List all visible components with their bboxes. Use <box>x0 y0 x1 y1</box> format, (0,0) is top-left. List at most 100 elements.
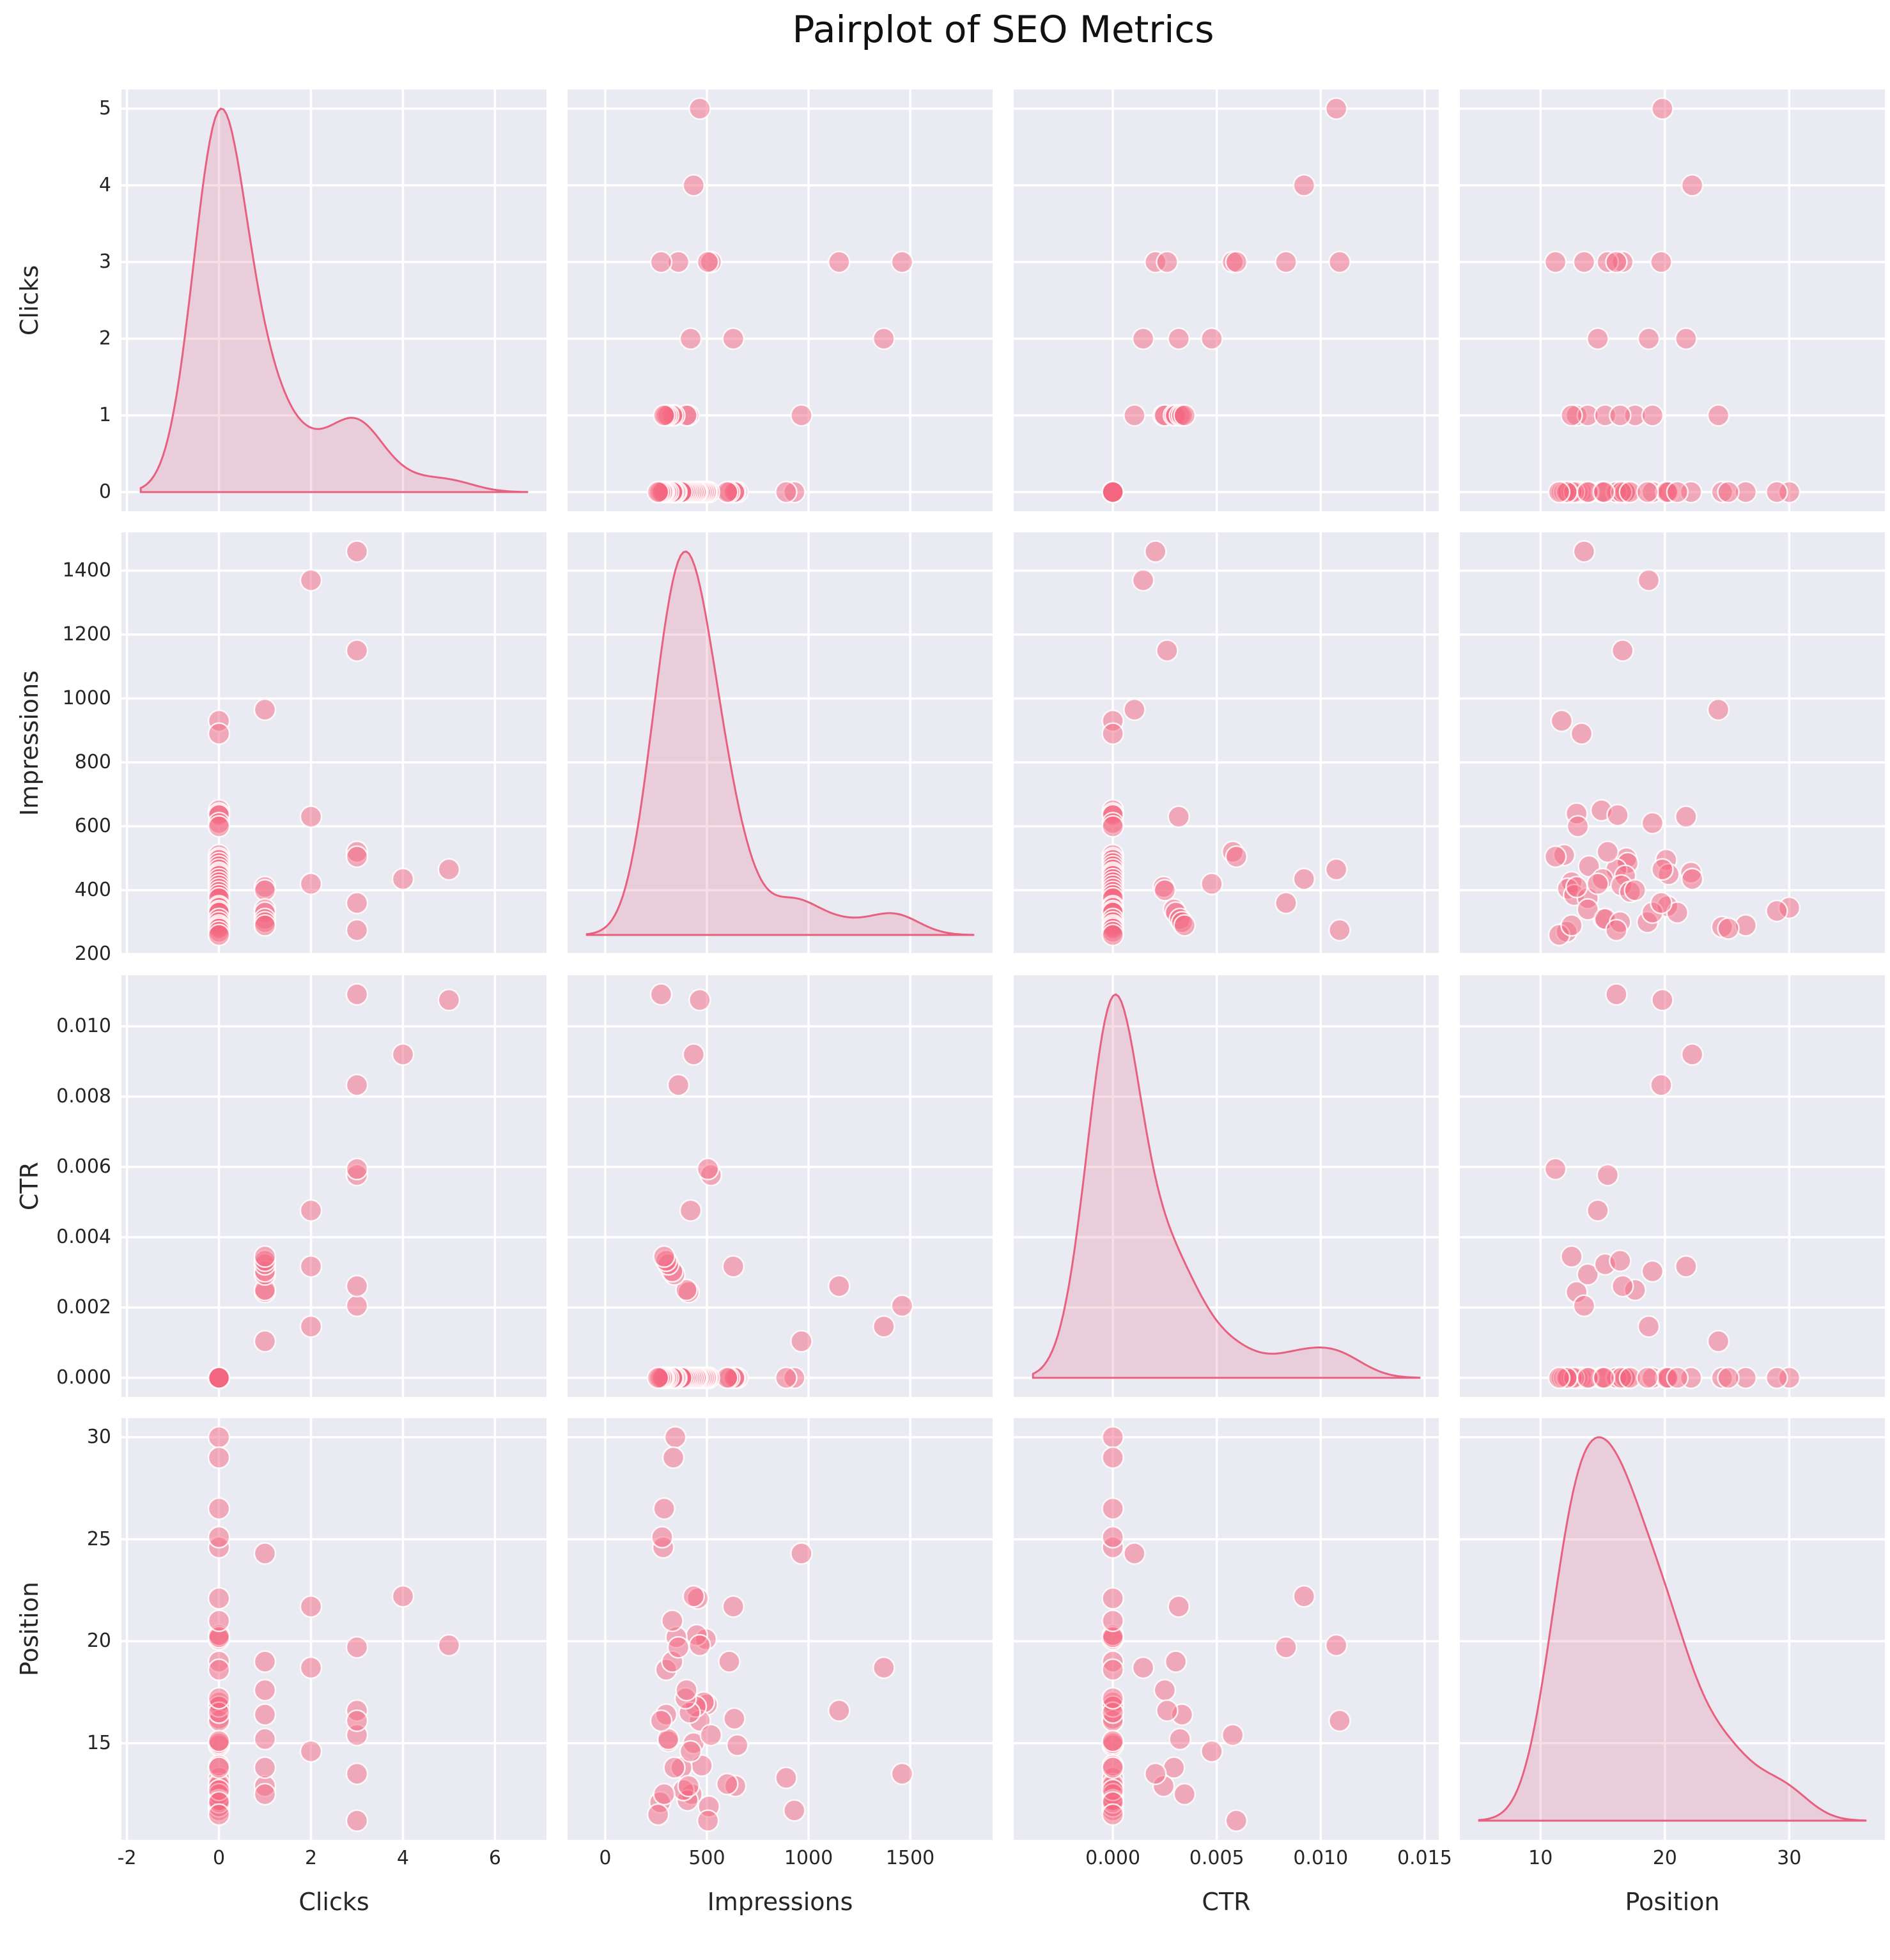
scatter-point <box>1566 815 1590 838</box>
scatter-point <box>1164 1650 1188 1673</box>
scatter-point <box>1641 404 1664 427</box>
panel-bg <box>1014 532 1439 954</box>
scatter-point <box>1173 914 1197 937</box>
x-tick-label: 2 <box>304 1847 318 1869</box>
scatter-point <box>1675 805 1698 828</box>
scatter-point <box>299 1254 323 1278</box>
scatter-point <box>872 327 895 350</box>
scatter-point <box>1651 858 1674 881</box>
panel-scatter-position-vs-impressions <box>568 1418 993 1840</box>
kde-curve <box>139 107 529 493</box>
scatter-point <box>1572 1294 1596 1318</box>
scatter-point <box>649 251 673 274</box>
scatter-point <box>1156 251 1179 274</box>
scatter-point <box>1200 872 1223 895</box>
y-tick-label: 0.006 <box>56 1155 111 1178</box>
scatter-point <box>1592 1366 1616 1389</box>
scatter-point <box>253 914 277 937</box>
x-tick-label: 4 <box>396 1847 409 1869</box>
scatter-point <box>1550 709 1574 732</box>
y-axis-label-impressions: Impressions <box>15 670 43 816</box>
y-tick-label: 200 <box>74 943 111 965</box>
scatter-point <box>1274 891 1297 914</box>
scatter-point <box>1565 876 1588 899</box>
scatter-point <box>682 1043 706 1066</box>
scatter-point <box>1292 1585 1316 1608</box>
scatter-point <box>1101 1587 1124 1610</box>
scatter-point <box>1173 404 1197 427</box>
scatter-point <box>1101 1446 1124 1469</box>
scatter-point <box>1560 404 1583 427</box>
y-axis-label-clicks: Clicks <box>15 265 43 336</box>
scatter-point <box>1707 698 1730 721</box>
scatter-point <box>1101 1803 1124 1826</box>
scatter-point <box>1101 1609 1124 1632</box>
scatter-point <box>653 1782 676 1806</box>
scatter-point <box>345 1274 369 1298</box>
panel-bg <box>121 1418 546 1840</box>
scatter-point <box>1173 1782 1197 1806</box>
scatter-point <box>1650 891 1673 914</box>
scatter-point <box>345 1709 369 1732</box>
y-tick-label: 800 <box>74 751 111 773</box>
scatter-point <box>783 1799 806 1822</box>
scatter-point <box>1101 1497 1124 1520</box>
scatter-point <box>699 1724 723 1747</box>
scatter-point <box>1274 1635 1297 1659</box>
scatter-point <box>299 1656 323 1679</box>
scatter-point <box>646 1803 670 1826</box>
scatter-point <box>775 481 798 504</box>
scatter-point <box>1717 917 1740 940</box>
scatter-point <box>1225 251 1248 274</box>
scatter-point <box>207 1426 231 1449</box>
scatter-point <box>1611 1274 1634 1298</box>
scatter-point <box>790 1330 813 1353</box>
x-axis-label-position: Position <box>1625 1888 1720 1916</box>
panel-scatter-impressions-vs-position <box>1460 532 1885 954</box>
y-tick-label: 4 <box>98 174 111 196</box>
scatter-point <box>1101 481 1124 504</box>
y-tick-label: 0.004 <box>56 1226 111 1249</box>
x-tick-label: 30 <box>1777 1847 1802 1869</box>
scatter-point <box>1606 803 1629 827</box>
scatter-point <box>345 540 369 563</box>
scatter-point <box>1547 481 1571 504</box>
scatter-point <box>649 1709 673 1732</box>
y-tick-label: 3 <box>98 251 111 273</box>
scatter-point <box>253 1245 277 1269</box>
scatter-point <box>1153 1678 1177 1702</box>
scatter-point <box>1596 840 1620 863</box>
scatter-point <box>696 1157 720 1181</box>
panel-scatter-position-vs-clicks <box>121 1418 546 1840</box>
scatter-point <box>1123 1542 1146 1565</box>
panel-bg <box>1014 975 1439 1397</box>
scatter-point <box>1609 1249 1632 1272</box>
scatter-point <box>1675 327 1698 350</box>
panel-scatter-clicks-vs-impressions <box>568 89 993 511</box>
scatter-point <box>345 845 369 868</box>
scatter-point <box>1324 1633 1348 1657</box>
scatter-point <box>391 1585 415 1608</box>
panel-bg <box>121 89 546 511</box>
scatter-point <box>651 1525 674 1549</box>
scatter-point <box>391 1043 415 1066</box>
scatter-point <box>299 1315 323 1338</box>
x-tick-label: 10 <box>1528 1847 1553 1869</box>
scatter-point <box>1576 898 1599 921</box>
y-axis-label-ctr: CTR <box>15 1161 43 1211</box>
x-tick-label: 0.000 <box>1085 1847 1141 1869</box>
scatter-point <box>1156 639 1179 662</box>
panel-bg <box>121 532 546 954</box>
panel-scatter-ctr-vs-position <box>1460 975 1885 1397</box>
x-tick-label: 0.010 <box>1293 1847 1349 1869</box>
scatter-point <box>1680 174 1704 197</box>
scatter-point <box>1167 327 1190 350</box>
scatter-point <box>207 1729 231 1753</box>
panel-bg <box>1460 89 1885 511</box>
panel-bg <box>1014 1418 1439 1840</box>
scatter-point <box>662 1446 685 1469</box>
chart-title: Pairplot of SEO Metrics <box>792 8 1214 51</box>
scatter-point <box>207 722 231 745</box>
scatter-point <box>345 918 369 942</box>
scatter-point <box>688 989 711 1012</box>
